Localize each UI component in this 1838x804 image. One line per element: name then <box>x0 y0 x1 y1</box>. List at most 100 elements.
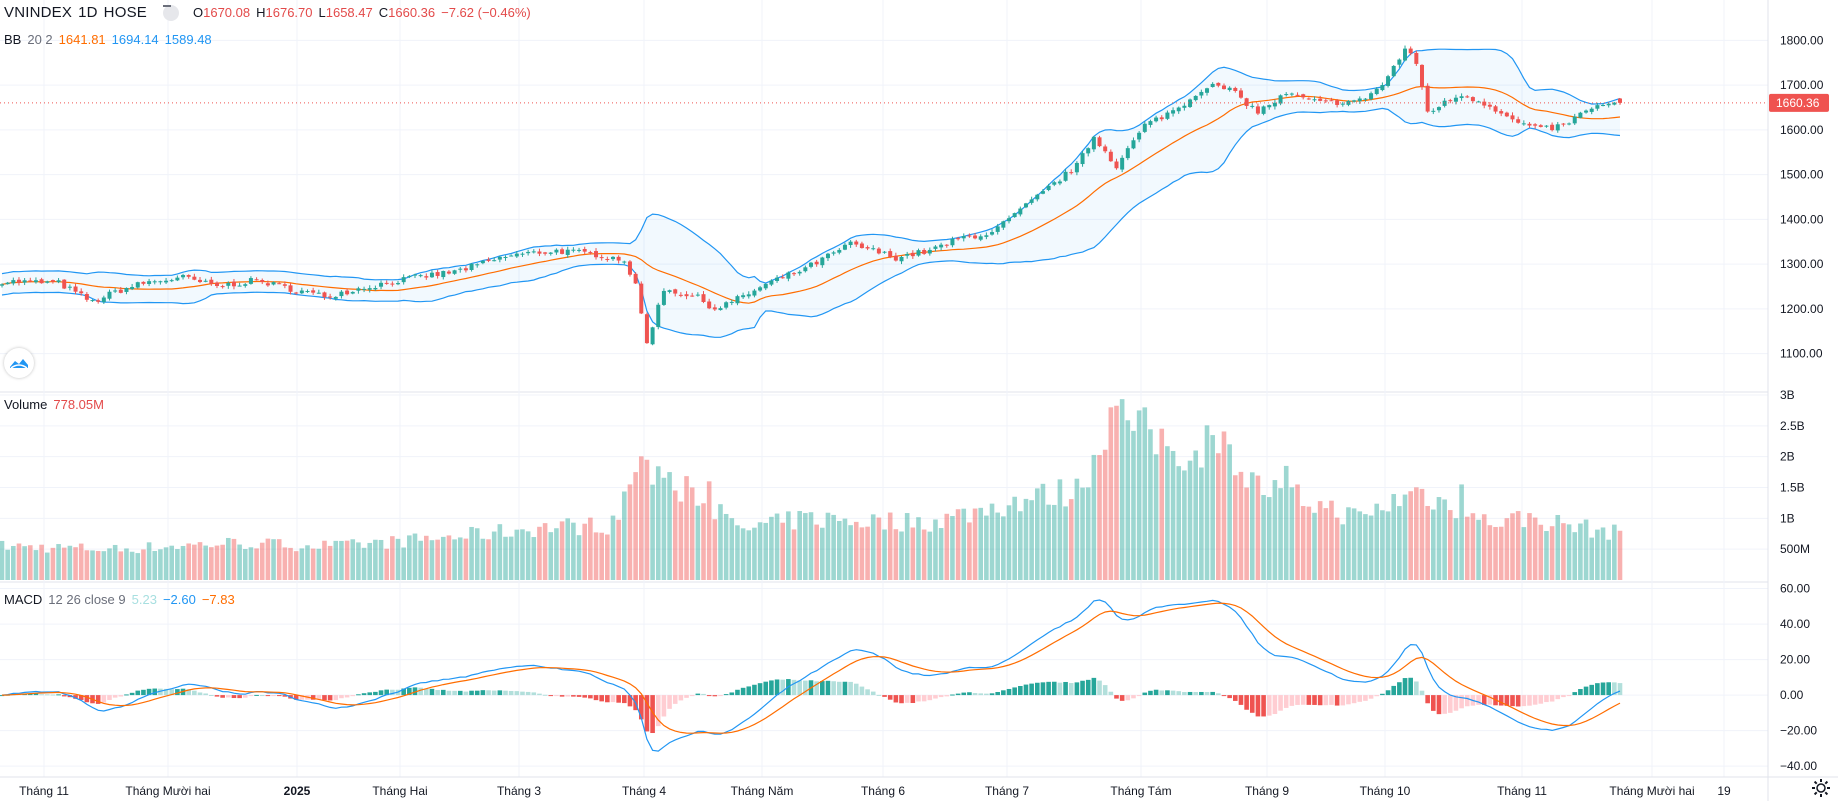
macd-histogram-bar[interactable] <box>752 684 757 696</box>
candle-body[interactable] <box>786 272 791 279</box>
candle-body[interactable] <box>548 252 553 254</box>
volume-bar[interactable] <box>452 539 457 580</box>
volume-bar[interactable] <box>1091 454 1097 580</box>
volume-bar[interactable] <box>282 547 288 580</box>
volume-bar[interactable] <box>989 503 995 580</box>
candle-body[interactable] <box>509 255 514 257</box>
volume-bar[interactable] <box>554 528 559 580</box>
volume-bar[interactable] <box>910 527 916 580</box>
candle-body[interactable] <box>412 274 417 276</box>
macd-histogram-bar[interactable] <box>774 679 780 696</box>
volume-bar[interactable] <box>1374 503 1380 580</box>
macd-histogram-bar[interactable] <box>831 681 836 696</box>
volume-bar[interactable] <box>661 477 667 580</box>
candle-body[interactable] <box>1448 100 1453 102</box>
volume-bar[interactable] <box>407 535 412 580</box>
candle-body[interactable] <box>113 290 118 292</box>
candle-body[interactable] <box>961 236 966 239</box>
volume-bar[interactable] <box>938 528 944 580</box>
volume-bar[interactable] <box>1102 449 1108 580</box>
candle-body[interactable] <box>1601 105 1606 107</box>
volume-bar[interactable] <box>701 503 706 580</box>
volume-bar[interactable] <box>112 544 118 580</box>
macd-histogram-bar[interactable] <box>1391 685 1397 696</box>
candle-body[interactable] <box>226 282 231 286</box>
candle-body[interactable] <box>107 291 112 299</box>
macd-histogram-bar[interactable] <box>565 695 571 697</box>
candle-body[interactable] <box>1567 123 1572 125</box>
macd-histogram-bar[interactable] <box>593 695 599 701</box>
volume-bar[interactable] <box>1436 497 1442 580</box>
volume-bar[interactable] <box>718 504 723 580</box>
candle-body[interactable] <box>780 277 785 279</box>
candle-body[interactable] <box>56 280 61 283</box>
volume-bar[interactable] <box>265 538 271 580</box>
macd-histogram-bar[interactable] <box>576 695 582 697</box>
macd-histogram-bar[interactable] <box>497 690 503 696</box>
volume-bar[interactable] <box>1153 454 1159 580</box>
candle-body[interactable] <box>345 290 350 295</box>
candle-body[interactable] <box>424 276 429 278</box>
volume-bar[interactable] <box>446 535 452 580</box>
macd-histogram-bar[interactable] <box>1283 695 1289 708</box>
volume-bar[interactable] <box>390 536 395 580</box>
candle-body[interactable] <box>260 280 265 282</box>
macd-histogram-bar[interactable] <box>118 695 124 697</box>
volume-bar[interactable] <box>735 525 740 580</box>
volume-bar[interactable] <box>786 511 791 580</box>
volume-bar[interactable] <box>1408 491 1413 580</box>
macd-histogram-bar[interactable] <box>1402 678 1408 696</box>
macd-histogram-bar[interactable] <box>667 695 672 709</box>
candle-body[interactable] <box>441 271 446 278</box>
macd-histogram-bar[interactable] <box>1617 683 1623 696</box>
candle-body[interactable] <box>1142 123 1147 132</box>
volume-bar[interactable] <box>1549 526 1555 580</box>
macd-histogram-bar[interactable] <box>559 695 565 697</box>
volume-bar[interactable] <box>503 536 508 580</box>
macd-histogram-bar[interactable] <box>390 689 395 696</box>
candle-body[interactable] <box>1335 100 1340 105</box>
volume-bar[interactable] <box>231 538 237 580</box>
candle-body[interactable] <box>599 257 604 259</box>
candle-body[interactable] <box>118 289 123 293</box>
volume-bar[interactable] <box>893 529 899 580</box>
candle-body[interactable] <box>1425 85 1430 112</box>
macd-histogram-bar[interactable] <box>842 681 848 696</box>
macd-pane[interactable] <box>0 599 1623 752</box>
macd-histogram-bar[interactable] <box>729 692 735 696</box>
candle-body[interactable] <box>543 252 548 254</box>
macd-histogram-bar[interactable] <box>203 693 208 696</box>
volume-bar[interactable] <box>916 517 921 580</box>
macd-histogram-bar[interactable] <box>1589 684 1595 696</box>
macd-histogram-bar[interactable] <box>927 695 933 701</box>
macd-histogram-bar[interactable] <box>622 695 627 704</box>
candle-body[interactable] <box>1154 117 1159 122</box>
macd-histogram-bar[interactable] <box>73 695 78 699</box>
macd-histogram-bar[interactable] <box>1600 682 1606 696</box>
volume-bar[interactable] <box>78 543 84 580</box>
macd-histogram-bar[interactable] <box>50 694 56 696</box>
macd-histogram-bar[interactable] <box>1612 682 1617 696</box>
candle-body[interactable] <box>644 314 649 344</box>
macd-histogram-bar[interactable] <box>1595 683 1600 696</box>
volume-bar[interactable] <box>429 540 435 580</box>
macd-histogram-bar[interactable] <box>797 680 802 696</box>
macd-histogram-bar[interactable] <box>910 695 916 704</box>
candle-body[interactable] <box>882 251 887 253</box>
macd-histogram-bar[interactable] <box>508 690 514 696</box>
macd-histogram-bar[interactable] <box>853 683 859 696</box>
volume-bar[interactable] <box>1351 508 1357 580</box>
macd-histogram-bar[interactable] <box>1515 695 1521 707</box>
candle-body[interactable] <box>1329 100 1334 102</box>
candle-body[interactable] <box>1250 105 1255 107</box>
macd-histogram-bar[interactable] <box>214 695 220 697</box>
volume-bar[interactable] <box>1442 499 1447 580</box>
volume-bar[interactable] <box>836 520 842 580</box>
candle-body[interactable] <box>407 276 412 278</box>
candle-body[interactable] <box>1487 104 1492 107</box>
macd-histogram-bar[interactable] <box>1216 693 1221 696</box>
macd-histogram-bar[interactable] <box>1023 684 1029 696</box>
volume-bar[interactable] <box>118 551 124 580</box>
volume-bar[interactable] <box>882 529 887 580</box>
